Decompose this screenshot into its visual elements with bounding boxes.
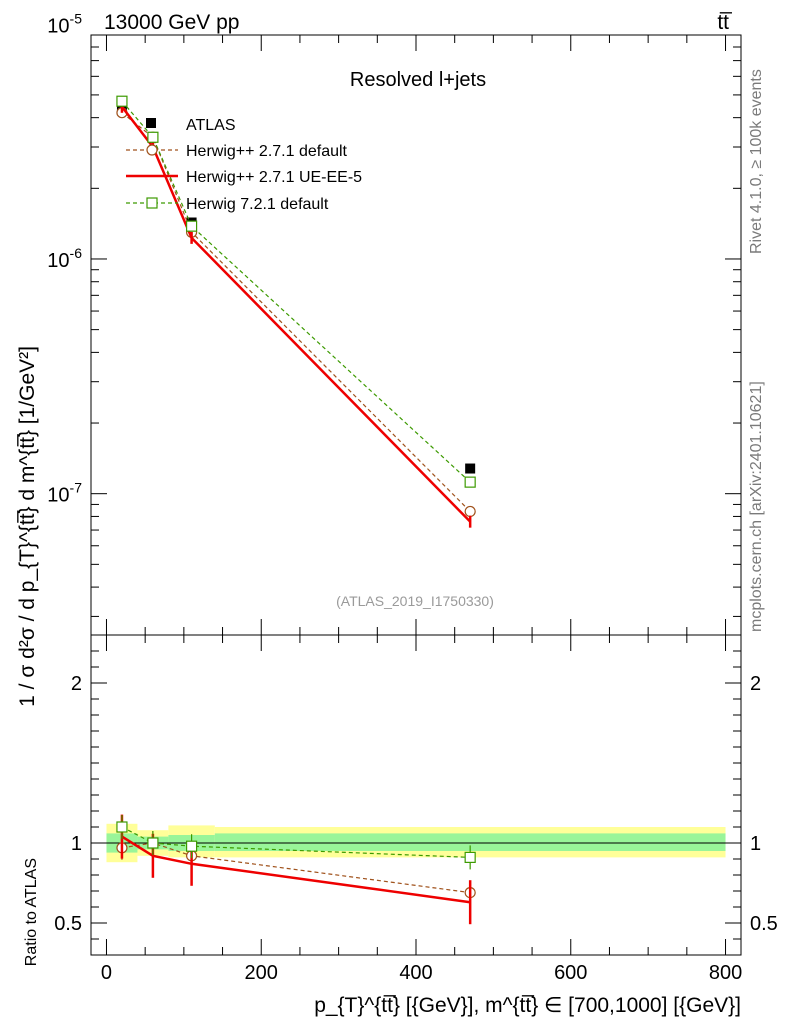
main-series-line-1 [121, 112, 471, 512]
ratio-y-tick-label-right: 2 [750, 673, 761, 695]
energy-label: 13000 GeV pp [104, 11, 239, 34]
ratio-y-tick-label-left: 1 [71, 833, 82, 855]
ratio-plot-frame [90, 634, 742, 956]
main-y-axis-label: 1 / σ d²σ / d p_{T}^{tt̅} d m^{tt̅} [1/G… [16, 346, 39, 707]
legend-herwig-271-ueee5-label: Herwig++ 2.7.1 UE-EE-5 [186, 169, 362, 186]
mcplots-source-label: mcplots.cern.ch [arXiv:2401.10621] [748, 381, 765, 632]
atlas-data-point [465, 463, 476, 474]
rivet-version-label: Rivet 4.1.0, ≥ 100k events [748, 69, 765, 254]
legend-herwig-721-default-marker [146, 197, 158, 209]
process-label: tt̅ [717, 11, 733, 34]
x-tick-label: 200 [245, 962, 278, 984]
ratio-y-tick-label-right: 0.5 [750, 913, 778, 935]
ratio-herwig-721-default-point [147, 837, 159, 849]
legend-herwig-271-default-label: Herwig++ 2.7.1 default [186, 143, 348, 160]
x-axis-label: p_{T}^{tt̅} [{GeV}], m^{tt̅} ∈ [700,1000… [314, 994, 741, 1017]
herwig-721-default-point [464, 476, 476, 488]
legend-herwig-271-default-marker [146, 144, 158, 156]
herwig-721-default-point [116, 95, 128, 107]
main-y-tick-label: 10-7 [47, 480, 82, 507]
plot-title: Resolved l+jets [350, 69, 486, 91]
ratio-y-tick-label-right: 1 [750, 833, 761, 855]
analysis-id-watermark: (ATLAS_2019_I1750330) [336, 593, 494, 609]
main-y-tick-label: 10-5 [47, 10, 82, 37]
ratio-herwig-721-default-point [185, 840, 198, 852]
main-series-line-3 [121, 100, 471, 483]
ratio-y-axis-label: Ratio to ATLAS [23, 858, 40, 966]
x-tick-label: 800 [709, 962, 742, 984]
legend-atlas-label: ATLAS [186, 117, 236, 134]
herwig-271-default-point [464, 505, 476, 518]
x-tick-label: 600 [554, 962, 587, 984]
herwig-721-default-point [147, 131, 159, 143]
ratio-y-tick-label-left: 2 [71, 673, 82, 695]
x-tick-label: 400 [399, 962, 432, 984]
ratio-axis-ticks: 0.5 0.5 1 1 2 2 0 200 400 600 800 [54, 635, 778, 984]
legend-herwig-721-default-label: Herwig 7.2.1 default [186, 196, 329, 213]
x-tick-label: 0 [101, 962, 112, 984]
herwig-721-default-point [185, 220, 198, 232]
main-axis-ticks: 10-5 10-6 10-7 [47, 10, 741, 635]
ratio-series-line-1 [121, 835, 471, 904]
main-series [116, 95, 476, 528]
ratio-inner-band [214, 833, 726, 851]
legend: ATLAS Herwig++ 2.7.1 default Herwig++ 2.… [126, 117, 362, 213]
main-series-line-2 [120, 106, 472, 523]
ratio-herwig-721-default-point [116, 821, 128, 833]
legend-atlas-marker [146, 118, 156, 128]
main-y-tick-label: 10-6 [47, 245, 82, 272]
ratio-y-tick-label-left: 0.5 [54, 913, 82, 935]
ratio-herwig-721-default-point [464, 851, 476, 864]
ratio-series-line-2 [121, 826, 471, 858]
ratio-series [116, 814, 476, 925]
